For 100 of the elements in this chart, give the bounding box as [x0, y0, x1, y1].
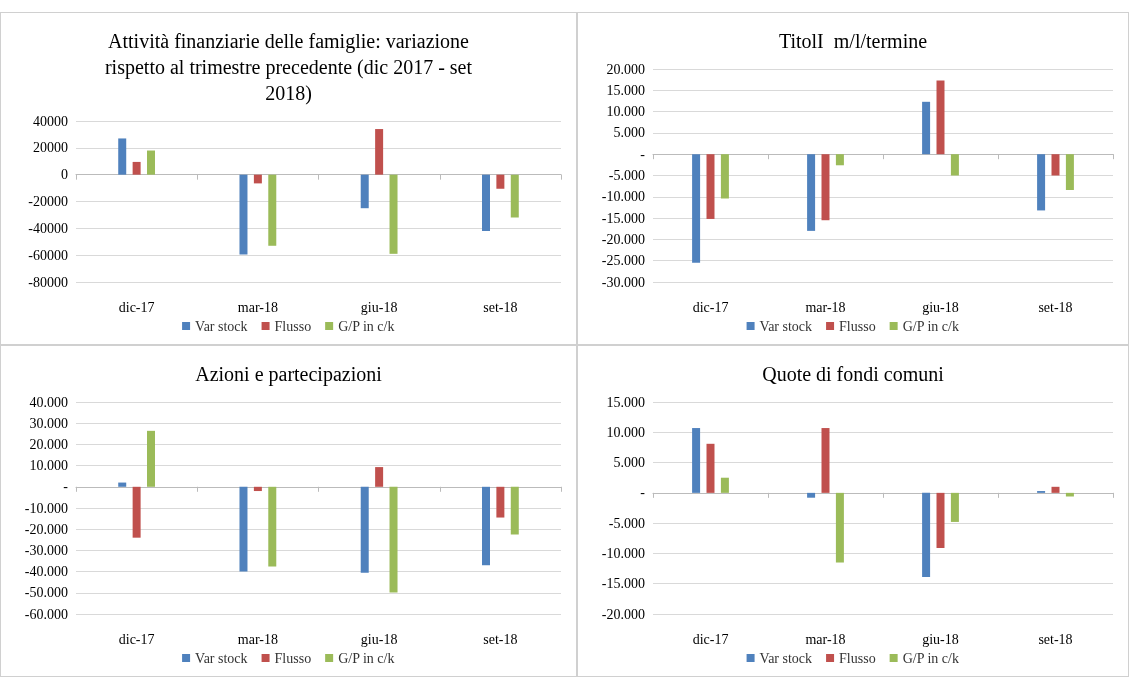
bar [375, 467, 384, 487]
bar [496, 174, 505, 189]
chart-title: TitolI m/l/termine [778, 30, 928, 52]
legend-label: G/P in c/k [902, 650, 959, 666]
legend-label: Var stock [195, 318, 248, 334]
bar [360, 174, 369, 209]
bar [481, 486, 490, 566]
y-tick-label: -5.000 [608, 168, 645, 183]
y-tick-label: -80000 [28, 274, 68, 290]
y-tick-label: - [640, 146, 646, 162]
bar [950, 154, 959, 176]
bar [118, 482, 127, 487]
bar [268, 174, 277, 246]
bar [936, 492, 945, 548]
bar [807, 154, 816, 231]
bar [821, 428, 830, 493]
legend-label: G/P in c/k [902, 318, 959, 334]
bar [375, 129, 384, 175]
bar [706, 443, 715, 493]
y-tick-label: 20.000 [606, 61, 645, 77]
y-tick-label: -20.000 [601, 606, 645, 622]
y-tick-label: -15.000 [601, 210, 645, 226]
x-tick-label: dic-17 [118, 299, 155, 315]
y-tick-label: -10.000 [601, 545, 645, 561]
chart-title: Azioni e partecipazioni [195, 363, 383, 386]
bar [253, 174, 262, 184]
bar [835, 154, 844, 166]
x-tick-label: giu-18 [360, 299, 398, 315]
y-tick-label: 20.000 [29, 436, 68, 452]
x-tick-label: mar-18 [805, 631, 846, 647]
legend-label: G/P in c/k [338, 318, 395, 334]
x-tick-label: giu-18 [922, 631, 959, 647]
bar [496, 486, 505, 518]
y-tick-label: 30.000 [29, 415, 68, 431]
y-tick-label: -10.000 [24, 500, 68, 516]
bar [1051, 486, 1060, 493]
y-tick-label: 5.000 [613, 455, 645, 471]
x-tick-label: set-18 [1038, 631, 1073, 647]
x-tick-label: set-18 [483, 299, 518, 315]
bar [389, 174, 398, 254]
x-tick-label: dic-17 [692, 631, 729, 647]
bar [147, 150, 156, 175]
legend-label: Var stock [759, 650, 813, 666]
y-tick-label: -5.000 [608, 515, 645, 531]
bar [132, 486, 141, 538]
y-tick-label: 40000 [33, 113, 68, 129]
bar [132, 161, 141, 175]
x-tick-label: dic-17 [118, 631, 155, 647]
x-tick-label: set-18 [483, 631, 518, 647]
legend-label: Flusso [839, 318, 876, 334]
bar [360, 486, 369, 573]
y-tick-label: -50.000 [24, 585, 68, 601]
bar [1065, 154, 1074, 190]
y-tick-label: -40.000 [24, 564, 68, 580]
y-tick-label: -30.000 [601, 274, 645, 290]
bar [720, 477, 729, 493]
bar [692, 154, 701, 263]
y-tick-label: -25.000 [601, 253, 645, 269]
legend-label: Var stock [759, 318, 813, 334]
legend-label: Flusso [839, 650, 876, 666]
y-tick-label: -30.000 [24, 542, 68, 558]
x-tick-label: set-18 [1038, 299, 1073, 315]
bar [706, 154, 715, 219]
bar [1051, 154, 1060, 176]
y-tick-label: - [63, 479, 69, 495]
y-tick-label: 10.000 [606, 424, 645, 440]
y-tick-label: 15.000 [606, 394, 645, 410]
y-tick-label: -40000 [28, 220, 68, 236]
bar [510, 486, 519, 535]
y-tick-label: -20.000 [24, 521, 68, 537]
y-tick-label: -60000 [28, 247, 68, 263]
chart-title: Quote di fondi comuni [762, 363, 945, 385]
bar [118, 138, 127, 175]
y-tick-label: -60.000 [24, 606, 68, 622]
bar [807, 492, 816, 498]
y-tick-label: -15.000 [601, 576, 645, 592]
y-tick-label: 20000 [33, 140, 68, 156]
bar [268, 486, 277, 567]
y-tick-label: - [640, 485, 646, 501]
y-tick-label: 5.000 [613, 125, 645, 141]
x-tick-label: giu-18 [922, 299, 959, 315]
bar [389, 486, 398, 593]
bar [239, 174, 248, 255]
y-tick-label: 40.000 [29, 394, 68, 410]
y-tick-label: 15.000 [606, 82, 645, 98]
x-tick-label: mar-18 [805, 299, 846, 315]
bar [481, 174, 490, 232]
legend-label: Flusso [274, 650, 312, 666]
y-tick-label: -10.000 [601, 189, 645, 205]
bar [510, 174, 519, 218]
chart-title: Attività finanziarie delle famiglie: variazione rispetto al trimestre precedente (dic 2017 - set 2018) [104, 30, 473, 105]
bar [922, 492, 931, 578]
bar [950, 492, 959, 522]
y-tick-label: 10.000 [29, 458, 68, 474]
bar [821, 154, 830, 221]
legend-label: Var stock [195, 650, 248, 666]
legend-label: G/P in c/k [338, 650, 395, 666]
bar [922, 101, 931, 155]
bar [147, 430, 156, 487]
y-tick-label: 10.000 [606, 104, 645, 120]
